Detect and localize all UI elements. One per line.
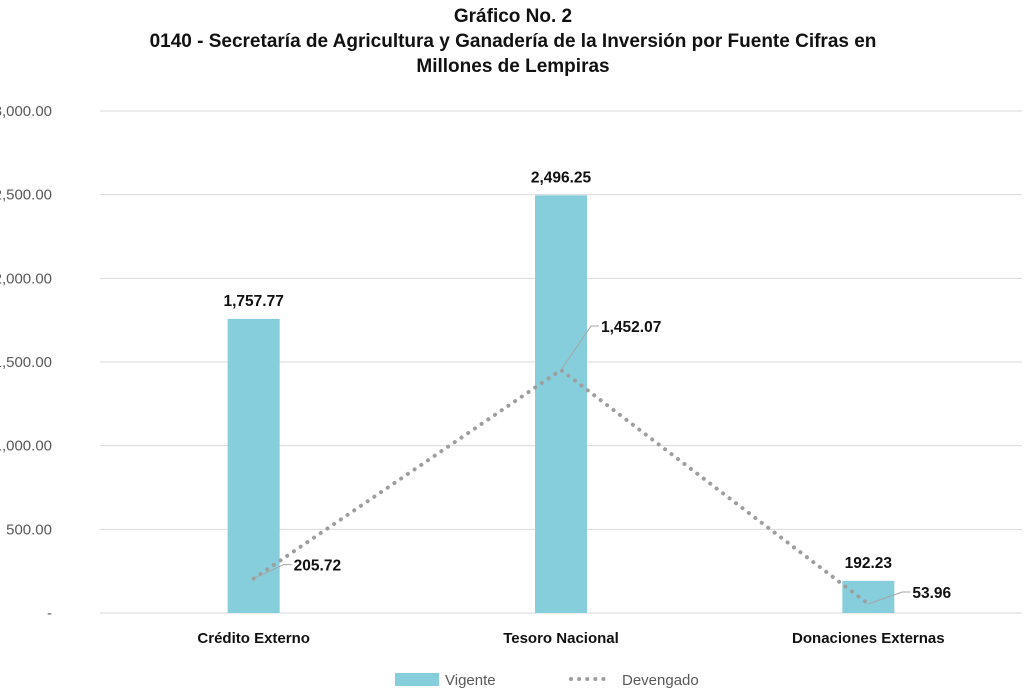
bar — [227, 318, 280, 613]
bar — [842, 580, 895, 613]
chart-title: Gráfico No. 2 0140 - Secretaría de Agric… — [0, 4, 1026, 79]
y-tick-label: 1,000.00 — [0, 438, 52, 455]
bar-data-label: 192.23 — [845, 555, 893, 572]
line-data-label: 53.96 — [912, 585, 951, 602]
bar-data-label: 1,757.77 — [223, 293, 283, 310]
chart-title-line-2: 0140 - Secretaría de Agricultura y Ganad… — [149, 31, 877, 52]
y-tick-label: - — [47, 605, 52, 622]
chart-title-line-3: Millones de Lempiras — [416, 56, 610, 77]
y-tick-label: 3,000.00 — [0, 103, 52, 120]
data-label-leader — [253, 564, 292, 580]
legend-label-devengado: Devengado — [622, 672, 699, 689]
y-tick-label: 2,500.00 — [0, 187, 52, 204]
x-tick-label: Donaciones Externas — [792, 630, 945, 647]
line-data-label: 205.72 — [294, 558, 341, 575]
bar — [535, 195, 587, 613]
y-tick-label: 2,000.00 — [0, 270, 52, 287]
data-label-leader — [868, 591, 911, 605]
x-tick-label: Crédito Externo — [197, 630, 310, 647]
y-tick-label: 500.00 — [6, 521, 52, 538]
bar-data-label: 2,496.25 — [531, 169, 592, 186]
y-tick-label: 1,500.00 — [0, 354, 52, 371]
legend-label-vigente: Vigente — [445, 672, 496, 689]
chart-title-line-1: Gráfico No. 2 — [453, 6, 573, 27]
legend-swatch-vigente — [395, 673, 439, 686]
x-tick-label: Tesoro Nacional — [503, 630, 619, 647]
data-label-leader — [560, 325, 599, 371]
line-data-label: 1,452.07 — [601, 319, 661, 336]
